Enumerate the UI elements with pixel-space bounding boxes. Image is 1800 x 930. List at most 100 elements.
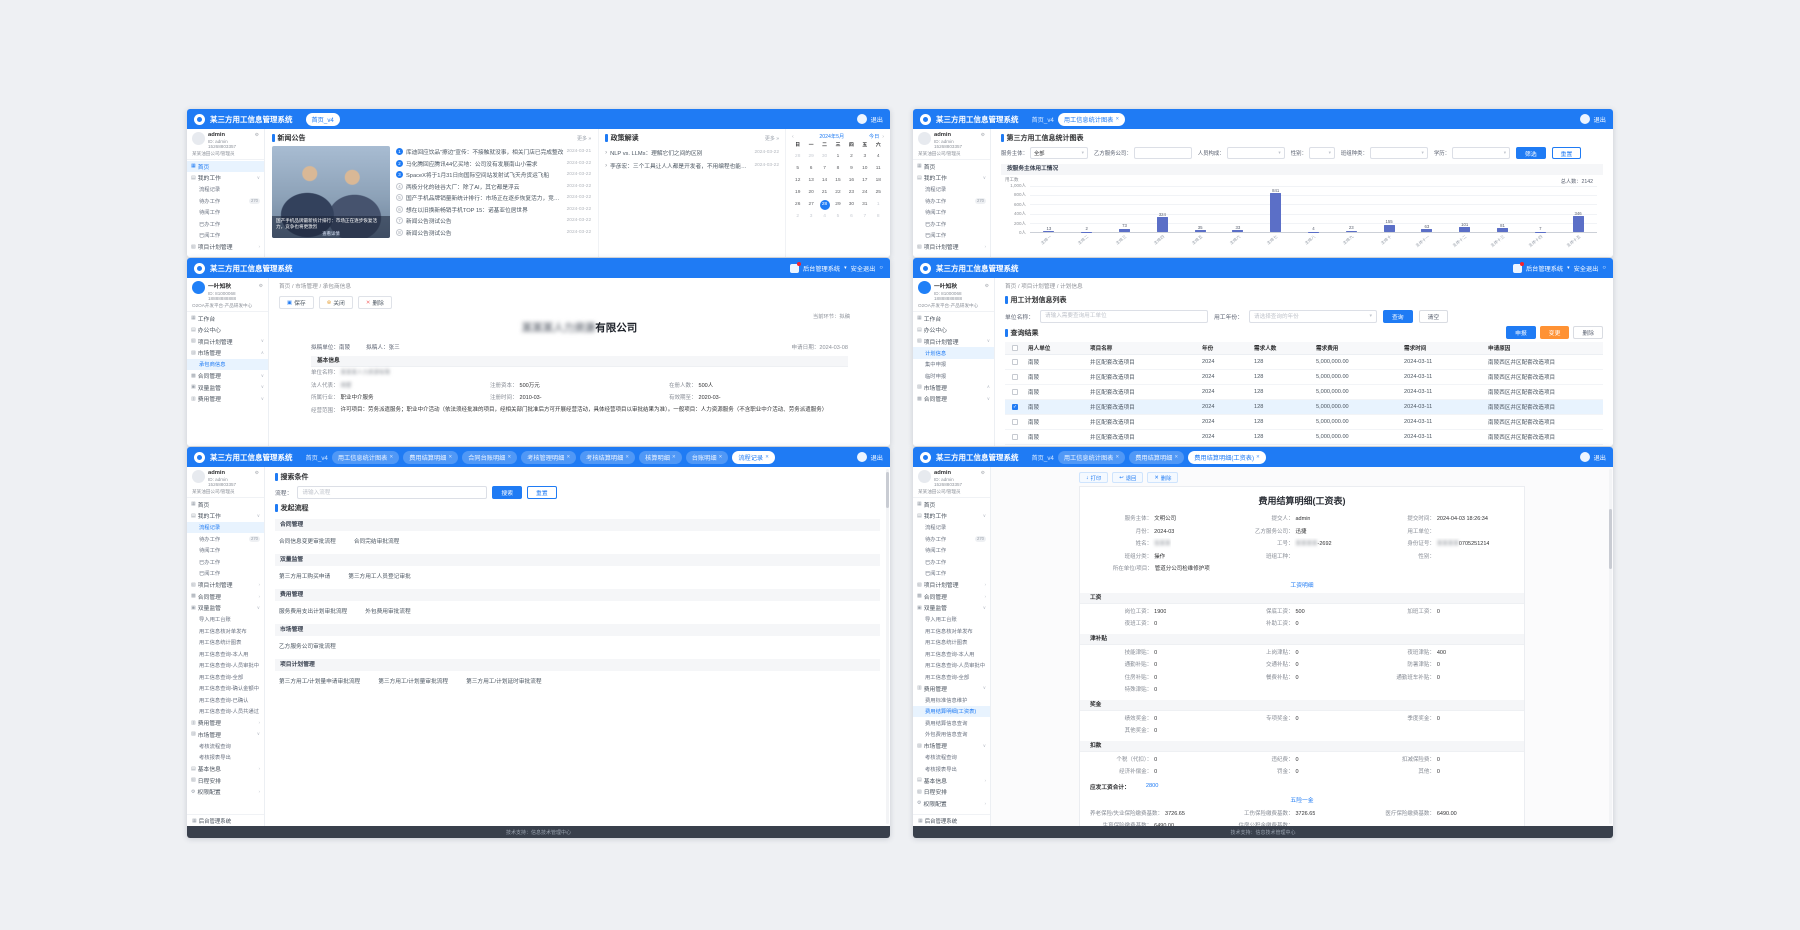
calendar-day[interactable]: 30	[821, 154, 828, 159]
gear-icon[interactable]: ⚙	[980, 470, 985, 475]
row-checkbox[interactable]	[1005, 358, 1025, 366]
calendar-day[interactable]: 5	[796, 166, 800, 171]
sidebar-item[interactable]: 已办工作	[187, 218, 264, 230]
close-icon[interactable]: ✕	[671, 454, 676, 459]
sidebar-item[interactable]: 用工信息查询-全部	[187, 671, 264, 683]
close-icon[interactable]: ✕	[1115, 454, 1120, 459]
calendar-day[interactable]: 1	[876, 202, 880, 207]
sidebar-item[interactable]: 考核报表导出	[187, 752, 264, 764]
calendar-day[interactable]: 15	[835, 178, 841, 183]
calendar-day[interactable]: 2	[796, 214, 800, 219]
year-select[interactable]: 请选择查询的年份 ▾	[1249, 309, 1377, 323]
calendar-day[interactable]: 3	[809, 214, 813, 219]
sidebar-item[interactable]: 已阅工作	[187, 568, 264, 580]
sidebar-item[interactable]: 已办工作	[187, 556, 264, 568]
calendar-day[interactable]: 28	[795, 154, 801, 159]
sidebar-item[interactable]: ▦ 工作台	[913, 313, 994, 325]
close-button[interactable]: ⊗ 关闭	[318, 296, 353, 309]
process-link[interactable]: 外包费用审批流程	[365, 609, 411, 615]
calendar-day[interactable]: 12	[795, 178, 801, 183]
return-button[interactable]: ↩ 退回	[1112, 472, 1144, 483]
insight-more-link[interactable]: 更多 »	[764, 135, 779, 142]
calendar-day[interactable]: 28	[818, 199, 831, 211]
sidebar-item[interactable]: 用工信息核对单发布	[913, 625, 990, 637]
backend-menu[interactable]: 后台管理系统	[1525, 265, 1564, 273]
sidebar-item[interactable]: ▤ 基本信息 ›	[913, 775, 990, 787]
calendar-day[interactable]: 4	[876, 154, 880, 159]
save-button[interactable]: ▣ 保存	[279, 296, 314, 309]
sidebar-item[interactable]: 流程记录	[187, 184, 264, 196]
sidebar-item[interactable]: 已阅工作	[913, 230, 990, 242]
calendar-day[interactable]: 29	[808, 154, 814, 159]
close-icon[interactable]: ✕	[507, 454, 512, 459]
unit-name-input[interactable]	[1040, 309, 1208, 323]
sidebar-item[interactable]: ▥ 费用管理 ∨	[913, 683, 990, 695]
header-tab[interactable]: 核算明细 ✕	[639, 450, 682, 464]
delete-button[interactable]: ✕ 删除	[1147, 472, 1179, 483]
close-icon[interactable]: ✕	[625, 454, 630, 459]
sidebar-item[interactable]: ▤ 办公中心	[913, 324, 994, 336]
sidebar-item[interactable]: ▩ 合同管理 ›	[913, 591, 990, 603]
filter-select[interactable]: 全部 ▾	[1029, 147, 1088, 159]
sidebar-item-backend[interactable]: ▦ 后台管理系统	[913, 814, 990, 826]
sidebar-item[interactable]: ▥ 费用管理 ›	[187, 717, 264, 729]
sidebar-item[interactable]: 考核流程查询	[187, 740, 264, 752]
gear-icon[interactable]: ⚙	[254, 470, 259, 475]
sidebar-item[interactable]: 用工信息查询-本人用	[187, 648, 264, 660]
header-tab[interactable]: 首页_v4	[1031, 116, 1054, 124]
declare-button[interactable]: 申报	[1506, 326, 1536, 339]
carousel-image[interactable]: 国产手机品牌最新统计排行：市场正在逐步恢复活力，竞争也将更激烈 查看详情	[272, 146, 390, 238]
process-link[interactable]: 乙方服务公司审批流程	[279, 644, 336, 650]
sidebar-item[interactable]: ▤ 我的工作 ∨	[187, 172, 264, 184]
row-checkbox[interactable]	[1005, 373, 1025, 381]
scrollbar-thumb[interactable]	[1609, 509, 1612, 569]
sidebar-item[interactable]: 费用标准信息维护	[913, 694, 990, 706]
gear-icon[interactable]: ⚙	[980, 132, 985, 137]
sidebar-item[interactable]: ▨ 市场管理 ∧	[913, 382, 994, 394]
sidebar-item[interactable]: 用工信息查询-人员共通过	[187, 706, 264, 718]
table-row[interactable]: ✓ 南陵 井区配套改造项目 2024 128 5,000,000.00 2024-03-11…	[1005, 400, 1603, 415]
sidebar-item[interactable]: ▤ 我的工作 ∨	[913, 172, 990, 184]
sidebar-item[interactable]: 待阅工作	[187, 207, 264, 219]
sidebar-item[interactable]: ▤ 我的工作 ∨	[187, 510, 264, 522]
header-tab[interactable]: 首页_v4	[305, 112, 340, 126]
table-row[interactable]: 南陵 井区配套改造项目 2024 128 5,000,000.00 2024-03-11 南…	[1005, 430, 1603, 445]
calendar-day[interactable]: 14	[821, 178, 828, 183]
table-row[interactable]: 南陵 井区配套改造项目 2024 128 5,000,000.00 2024-03-11 南…	[1005, 415, 1603, 430]
clear-button[interactable]: 清空	[1418, 309, 1449, 323]
carousel-tag[interactable]: 查看详情	[322, 230, 340, 236]
user-avatar-icon[interactable]	[856, 114, 867, 124]
sidebar-item-backend[interactable]: ▦ 后台管理系统	[187, 814, 264, 826]
calendar-day[interactable]: 5	[836, 214, 840, 219]
sidebar-item[interactable]: 待办工作 270	[187, 195, 264, 207]
calendar-day[interactable]: 7	[863, 214, 867, 219]
gear-icon[interactable]: ⚙	[258, 282, 263, 288]
process-link[interactable]: 第三方用工/计划量审批流程	[378, 679, 449, 685]
close-icon[interactable]: ✕	[1174, 454, 1179, 459]
header-tab[interactable]: 首页_v4	[1031, 454, 1054, 462]
search-button[interactable]: 搜索	[492, 486, 523, 499]
change-button[interactable]: 变更	[1539, 326, 1570, 339]
safe-exit-button[interactable]: 安全退出	[850, 265, 876, 273]
table-row[interactable]: 南陵 井区配套改造项目 2024 128 5,000,000.00 2024-03-11 南…	[1005, 385, 1603, 400]
calendar-day[interactable]: 8	[876, 214, 880, 219]
header-tab[interactable]: 用工信息统计图表 ✕	[1057, 112, 1126, 126]
calendar-day[interactable]: 21	[821, 190, 828, 195]
calendar-day[interactable]: 6	[809, 166, 813, 171]
news-item[interactable]: 8 新闻公告测试公告 2024-03-22	[396, 227, 591, 239]
sidebar-item[interactable]: ▧ 日程安排	[913, 786, 990, 798]
calendar-day[interactable]: 26	[795, 202, 801, 207]
close-icon[interactable]: ✕	[765, 454, 769, 459]
sidebar-item[interactable]: 用工信息查询-全部	[913, 671, 990, 683]
sidebar-item[interactable]: ▧ 项目计划管理 ∨	[187, 336, 268, 348]
calendar-day[interactable]: 30	[848, 202, 855, 207]
sidebar-item[interactable]: 已办工作	[913, 556, 990, 568]
user-avatar-icon[interactable]	[856, 452, 867, 462]
sidebar-item[interactable]: 承包商信息	[187, 358, 268, 370]
calendar-day[interactable]: 25	[875, 190, 881, 195]
sidebar-item[interactable]: ▨ 市场管理 ∨	[913, 740, 990, 752]
sidebar-item[interactable]: ▦ 工作台	[187, 313, 268, 325]
sidebar-item[interactable]: ▧ 项目计划管理 ›	[187, 579, 264, 591]
sidebar-item[interactable]: 流程记录	[187, 521, 264, 533]
scrollbar-thumb[interactable]	[886, 472, 889, 508]
